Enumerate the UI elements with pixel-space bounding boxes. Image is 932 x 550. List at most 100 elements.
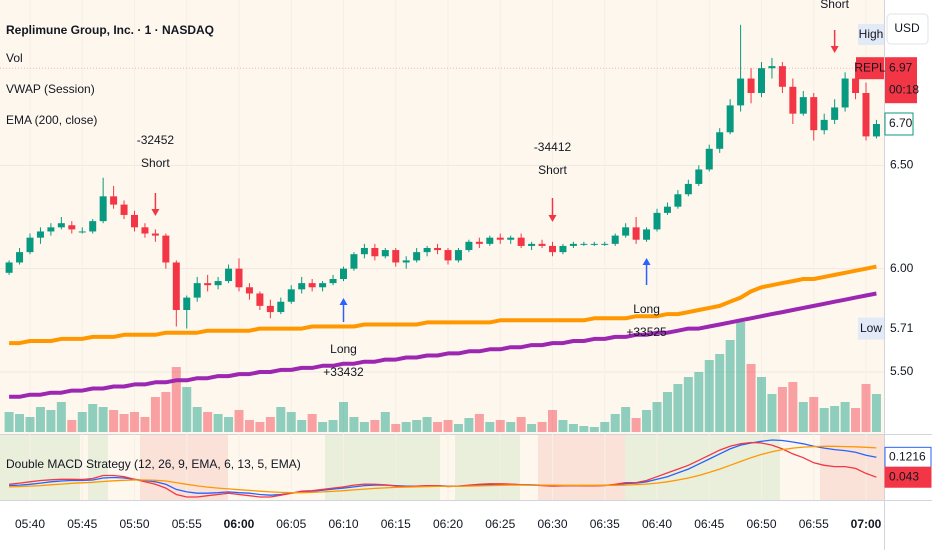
candle-body [340, 268, 347, 279]
x-tick-label: 05:50 [119, 517, 149, 531]
volume-bar [109, 410, 119, 432]
volume-bar [683, 377, 693, 432]
candle-body [663, 206, 671, 213]
candle-body [151, 233, 159, 236]
currency[interactable]: USD [894, 21, 920, 35]
candle-body [131, 214, 138, 228]
volume-bar [286, 412, 296, 432]
volume-bar [725, 340, 735, 432]
zone [0, 435, 80, 500]
volume-bar [453, 424, 463, 432]
signals: -32452 Short Long +33432 -34412 Short Long +335… [137, 0, 850, 379]
volume-bar [819, 408, 829, 432]
volume-bar [568, 424, 578, 432]
volume-bar [370, 420, 380, 432]
candle-body [454, 250, 462, 261]
time-axis-background [0, 500, 884, 550]
volume-bar [495, 420, 505, 432]
candle-body [716, 132, 724, 149]
candle-body [256, 293, 264, 306]
zone [455, 435, 520, 500]
volume-bar [788, 382, 798, 432]
candle-body [162, 235, 170, 263]
volume-bar [339, 402, 348, 432]
signal-arrowhead [642, 258, 651, 265]
candle-body [172, 262, 180, 310]
volume-bar [851, 408, 861, 432]
volume-bar [485, 422, 495, 432]
y-tick-label: 6.50 [890, 158, 914, 172]
signal-label: Short [820, 0, 849, 11]
low-box [858, 317, 884, 340]
volume-bar [15, 414, 25, 432]
candle-body [350, 254, 358, 269]
volume-bar [25, 417, 35, 432]
candle-body [799, 97, 807, 114]
x-tick-label: 07:00 [851, 517, 882, 531]
candle-body [528, 243, 536, 246]
macd-value: 0.1216 [889, 449, 926, 463]
candle-body [820, 119, 828, 131]
x-tick-label: 05:40 [15, 517, 45, 531]
zone [140, 435, 228, 500]
x-tick-label: 06:45 [694, 517, 724, 531]
zone [625, 435, 780, 500]
plot-background [0, 0, 884, 500]
volume-bar [380, 412, 390, 432]
volume-bar [130, 412, 139, 432]
low-name: Low [860, 321, 882, 335]
volume-bar [265, 417, 275, 432]
volume-bar [46, 410, 56, 432]
indicator-line [9, 264, 877, 346]
candle-body [496, 237, 504, 240]
volume-bar [516, 417, 526, 432]
candle-body [99, 196, 107, 222]
candle-body [36, 231, 44, 238]
candle-body [308, 283, 316, 288]
candle-body [277, 301, 285, 313]
indicators [9, 264, 877, 399]
volume-bar [830, 406, 840, 432]
volume-bar [401, 422, 411, 432]
grid [0, 67, 884, 373]
volume-bar [558, 420, 568, 432]
volume-bar [631, 418, 641, 432]
zone [538, 435, 625, 500]
countdown: 00:18 [889, 82, 919, 96]
volume-bar [119, 414, 129, 432]
candle-body [831, 107, 839, 120]
candle-body [789, 86, 797, 114]
volume-bar [213, 414, 223, 432]
candle-body [852, 78, 860, 93]
signal-arrowhead [548, 215, 557, 222]
x-tick-label: 06:10 [328, 517, 358, 531]
volume-bar [150, 397, 160, 432]
volume-bar [203, 412, 213, 432]
symbol-label: REPL [854, 60, 886, 74]
signal-label: +33525 [626, 325, 667, 339]
candle-body [444, 250, 452, 261]
candle-body [298, 283, 306, 290]
currency-button[interactable] [886, 13, 929, 45]
candle-body [360, 248, 368, 255]
x-tick-label: 06:20 [433, 517, 463, 531]
candle-body [183, 297, 191, 310]
volume-bar [35, 407, 45, 432]
volume-bar [464, 418, 474, 432]
x-tick-label: 05:55 [172, 517, 202, 531]
candle-body [5, 262, 13, 273]
candle-body [47, 227, 55, 232]
candle-body [413, 252, 421, 261]
candle-body [245, 287, 253, 294]
volume-bar [391, 424, 401, 432]
volume-bar [182, 387, 192, 432]
volume-bar [861, 384, 871, 432]
candle-body [569, 243, 577, 246]
last-price-box [885, 57, 917, 104]
candles [5, 24, 880, 329]
signal-arrowhead [339, 298, 348, 305]
volume-bar [328, 420, 338, 432]
y-tick-label: 6.00 [890, 261, 914, 275]
signal-label: -32452 [137, 133, 175, 147]
volume-bar [610, 414, 620, 432]
